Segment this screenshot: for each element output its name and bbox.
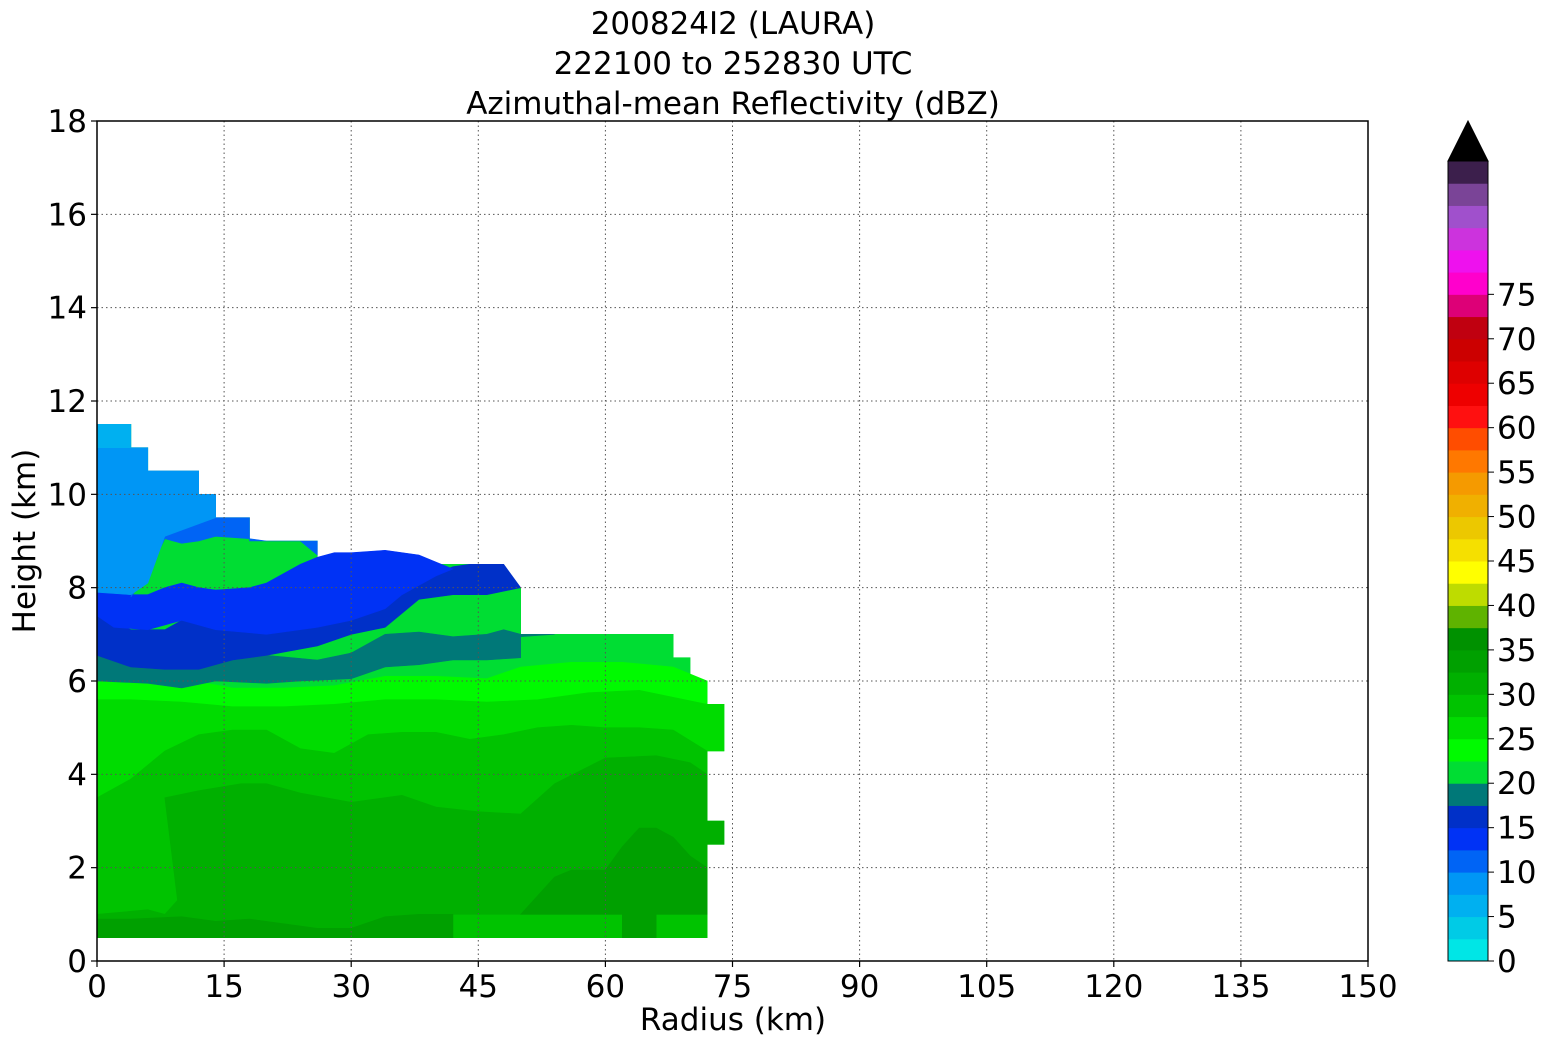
colorbar-tick-label: 40 [1497, 588, 1536, 624]
colorbar-tick-label: 5 [1497, 900, 1517, 936]
x-axis-label: Radius (km) [640, 1002, 826, 1038]
colorbar-tick-label: 30 [1497, 677, 1536, 713]
colorbar-swatch [1448, 672, 1488, 695]
colorbar-swatch [1448, 405, 1488, 429]
colorbar-swatch [1448, 605, 1488, 629]
y-tick-label: 4 [67, 757, 87, 793]
contour-region-30-32.5 [520, 827, 708, 915]
y-tick-label: 16 [48, 197, 87, 233]
colorbar-swatch [1448, 249, 1488, 273]
colorbar-swatch [1448, 361, 1488, 384]
colorbar-swatch [1448, 916, 1488, 940]
colorbar-swatch [1448, 427, 1488, 451]
contour-fill-group [97, 423, 725, 939]
colorbar-swatch [1448, 383, 1488, 406]
colorbar-swatch [1448, 694, 1488, 718]
contour-region-2.5-5 [97, 423, 132, 449]
x-tick-label: 105 [957, 969, 1016, 1005]
colorbar-swatch [1448, 227, 1488, 251]
colorbar-swatch [1448, 938, 1488, 962]
contour-region-30-32.5 [97, 913, 454, 939]
chart-title-line-2: 222100 to 252830 UTC [554, 46, 913, 82]
colorbar-swatch [1448, 449, 1488, 473]
colorbar-swatch [1448, 494, 1488, 518]
colorbar-swatch [1448, 627, 1488, 651]
colorbar-swatch [1448, 894, 1488, 918]
colorbar-swatch [1448, 849, 1488, 873]
colorbar-tick-label: 55 [1497, 455, 1536, 491]
y-tick-label: 6 [67, 664, 87, 700]
y-axis-label: Height (km) [7, 449, 43, 634]
colorbar-swatch [1448, 649, 1488, 673]
chart-title-line-1: 200824I2 (LAURA) [591, 6, 876, 42]
colorbar-tick-label: 10 [1497, 855, 1536, 891]
contour-region-30-32.5 [621, 913, 657, 939]
colorbar-swatch [1448, 561, 1488, 584]
colorbar-tick-label: 45 [1497, 544, 1536, 580]
colorbar-swatch [1448, 338, 1488, 362]
colorbar-swatch [1448, 805, 1488, 829]
colorbar-swatch [1448, 827, 1488, 851]
colorbar-swatch [1448, 872, 1488, 895]
x-tick-label: 0 [87, 969, 107, 1005]
y-tick-label: 18 [48, 104, 87, 140]
colorbar-swatch [1448, 316, 1488, 340]
y-axis-ticks: 0 2 4 6 8 10 12 14 16 18 [48, 104, 97, 980]
x-tick-label: 15 [204, 969, 243, 1005]
x-tick-label: 30 [331, 969, 370, 1005]
colorbar-swatch [1448, 272, 1488, 295]
y-tick-label: 2 [67, 851, 87, 887]
x-tick-label: 120 [1084, 969, 1143, 1005]
contour-region-10-12.5 [97, 549, 454, 635]
colorbar-swatch [1448, 538, 1488, 562]
colorbar-swatch [1448, 516, 1488, 540]
x-tick-label: 75 [713, 969, 752, 1005]
y-tick-label: 0 [67, 944, 87, 980]
x-axis-ticks: 0 15 30 45 60 75 90 105 120 135 150 [87, 961, 1398, 1005]
colorbar: 0 5 10 15 20 25 30 35 40 45 50 55 60 65 70 75 [1447, 119, 1536, 980]
grid-lines [97, 121, 1368, 961]
colorbar-swatch [1448, 294, 1488, 318]
colorbar-swatch [1448, 205, 1488, 229]
x-tick-label: 60 [586, 969, 625, 1005]
colorbar-tick-label: 75 [1497, 277, 1536, 313]
colorbar-tick-label: 15 [1497, 811, 1536, 847]
x-tick-label: 90 [840, 969, 879, 1005]
colorbar-extend-arrow [1447, 119, 1489, 162]
colorbar-swatch [1448, 472, 1488, 495]
colorbar-tick-label: 70 [1497, 322, 1536, 358]
colorbar-tick-label: 60 [1497, 411, 1536, 447]
y-tick-label: 10 [48, 477, 87, 513]
colorbar-swatch [1448, 583, 1488, 606]
y-tick-label: 12 [48, 384, 87, 420]
colorbar-swatch [1448, 161, 1488, 184]
x-tick-label: 135 [1211, 969, 1270, 1005]
colorbar-tick-label: 50 [1497, 500, 1536, 536]
colorbar-swatch [1448, 716, 1488, 740]
colorbar-swatch [1448, 183, 1488, 206]
colorbar-tick-label: 25 [1497, 722, 1536, 758]
colorbar-swatch [1448, 783, 1488, 806]
y-tick-label: 8 [67, 571, 87, 607]
chart-title-line-3: Azimuthal-mean Reflectivity (dBZ) [466, 86, 1000, 122]
colorbar-swatch [1448, 761, 1488, 784]
x-tick-label: 150 [1338, 969, 1397, 1005]
colorbar-swatch [1448, 738, 1488, 762]
x-tick-label: 45 [459, 969, 498, 1005]
y-tick-label: 14 [48, 291, 87, 327]
colorbar-tick-label: 20 [1497, 766, 1536, 802]
colorbar-tick-label: 35 [1497, 633, 1536, 669]
colorbar-tick-label: 65 [1497, 366, 1536, 402]
colorbar-tick-label: 0 [1497, 944, 1517, 980]
